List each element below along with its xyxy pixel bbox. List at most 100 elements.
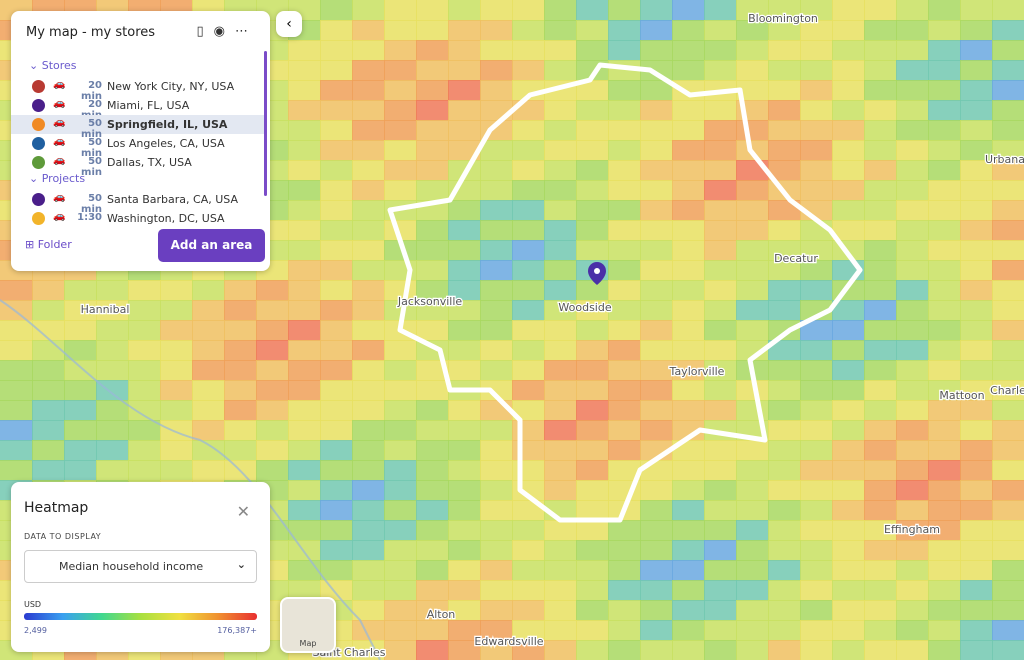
map-tile [448, 460, 481, 481]
map-tile [0, 460, 33, 481]
store-row[interactable]: 🚗 50 min Los Angeles, CA, USA [11, 134, 266, 159]
map-tile [576, 560, 609, 581]
map-tile [384, 0, 417, 21]
map-tile [352, 440, 385, 461]
map-tile [96, 460, 129, 481]
store-row[interactable]: 🚗 1:30 Washington, DC, USA [11, 209, 266, 228]
map-tile [64, 320, 97, 341]
map-tile [512, 60, 545, 81]
data-select[interactable]: Median household income ⌄ [24, 550, 257, 583]
map-tile [288, 440, 321, 461]
pin[interactable] [588, 262, 606, 285]
collapse-button[interactable]: ‹ [276, 11, 302, 37]
map-tile [288, 460, 321, 481]
map-tile [896, 640, 929, 660]
store-row[interactable]: 🚗 50 min Springfield, IL, USA [11, 115, 266, 140]
map-tile [480, 60, 513, 81]
map-tile [288, 280, 321, 301]
map-tile [928, 120, 961, 141]
map-tile [992, 460, 1024, 481]
map-tile [992, 440, 1024, 461]
map-tile [672, 200, 705, 221]
map-tile [224, 280, 257, 301]
map-tile [96, 400, 129, 421]
map-tile [832, 400, 865, 421]
place-label: Woodside [558, 301, 611, 314]
map-tile [704, 280, 737, 301]
map-tile [800, 60, 833, 81]
map-tile [544, 460, 577, 481]
map-tile [800, 140, 833, 161]
map-tile [960, 580, 993, 601]
store-row[interactable]: 🚗 50 min Santa Barbara, CA, USA [11, 190, 266, 215]
folder-button[interactable]: ⊞ Folder [25, 238, 72, 251]
map-tile [288, 40, 321, 61]
map-tile [576, 480, 609, 501]
map-tile [480, 180, 513, 201]
map-tile [352, 400, 385, 421]
map-tile [960, 600, 993, 621]
map-tile [320, 500, 353, 521]
map-tile [768, 60, 801, 81]
map-tile [736, 440, 769, 461]
add-area-button[interactable]: Add an area [158, 229, 265, 262]
map-tile [352, 280, 385, 301]
map-tile [928, 600, 961, 621]
group-header[interactable]: ⌄ Projects [29, 172, 86, 185]
map-tile [608, 140, 641, 161]
place-name: Washington, DC, USA [107, 212, 225, 225]
place-name: Los Angeles, CA, USA [107, 137, 225, 150]
map-tile [864, 420, 897, 441]
map-tile [448, 340, 481, 361]
map-tile [768, 400, 801, 421]
map-tile [544, 160, 577, 181]
map-tile [896, 80, 929, 101]
map-tile [800, 460, 833, 481]
car-icon: 🚗 [53, 155, 66, 166]
map-tile [832, 180, 865, 201]
map-tile [608, 380, 641, 401]
map-tile [896, 360, 929, 381]
map-tile [928, 440, 961, 461]
scrollbar[interactable] [264, 51, 267, 196]
store-row[interactable]: 🚗 50 min Dallas, TX, USA [11, 153, 266, 178]
map-tile [704, 220, 737, 241]
map-tile [320, 120, 353, 141]
color-dot [32, 99, 45, 112]
map-tile [480, 240, 513, 261]
map-tile [768, 460, 801, 481]
map-tile [512, 220, 545, 241]
map-tile [416, 60, 449, 81]
close-button[interactable]: ✕ [236, 502, 250, 521]
map-tile [0, 360, 33, 381]
map-tile [192, 340, 225, 361]
map-tile [640, 380, 673, 401]
map-tile [480, 200, 513, 221]
map-tile [704, 620, 737, 641]
map-tile [160, 420, 193, 441]
scale-max: 176,387+ [217, 626, 257, 635]
map-tile [704, 180, 737, 201]
toolbar-icons[interactable]: ▯◉⋯ [196, 24, 258, 39]
map-tile [480, 300, 513, 321]
map-tile [992, 40, 1024, 61]
store-row[interactable]: 🚗 20 min New York City, NY, USA [11, 77, 266, 102]
map-tile [544, 280, 577, 301]
map-tile [256, 300, 289, 321]
map-tile [64, 340, 97, 361]
map-toggle[interactable]: Map [280, 597, 336, 653]
map-tile [480, 440, 513, 461]
map-tile [960, 160, 993, 181]
map-tile [864, 520, 897, 541]
map-tile [448, 540, 481, 561]
map-tile [544, 320, 577, 341]
map-tile [928, 360, 961, 381]
map-tile [288, 320, 321, 341]
store-row[interactable]: 🚗20 minMiami, FL, USA [11, 96, 266, 121]
map-tile [608, 460, 641, 481]
map-tile [832, 580, 865, 601]
map-tile [672, 380, 705, 401]
map-tile [224, 400, 257, 421]
map-tile [192, 440, 225, 461]
group-header[interactable]: ⌄ Stores [29, 59, 77, 72]
